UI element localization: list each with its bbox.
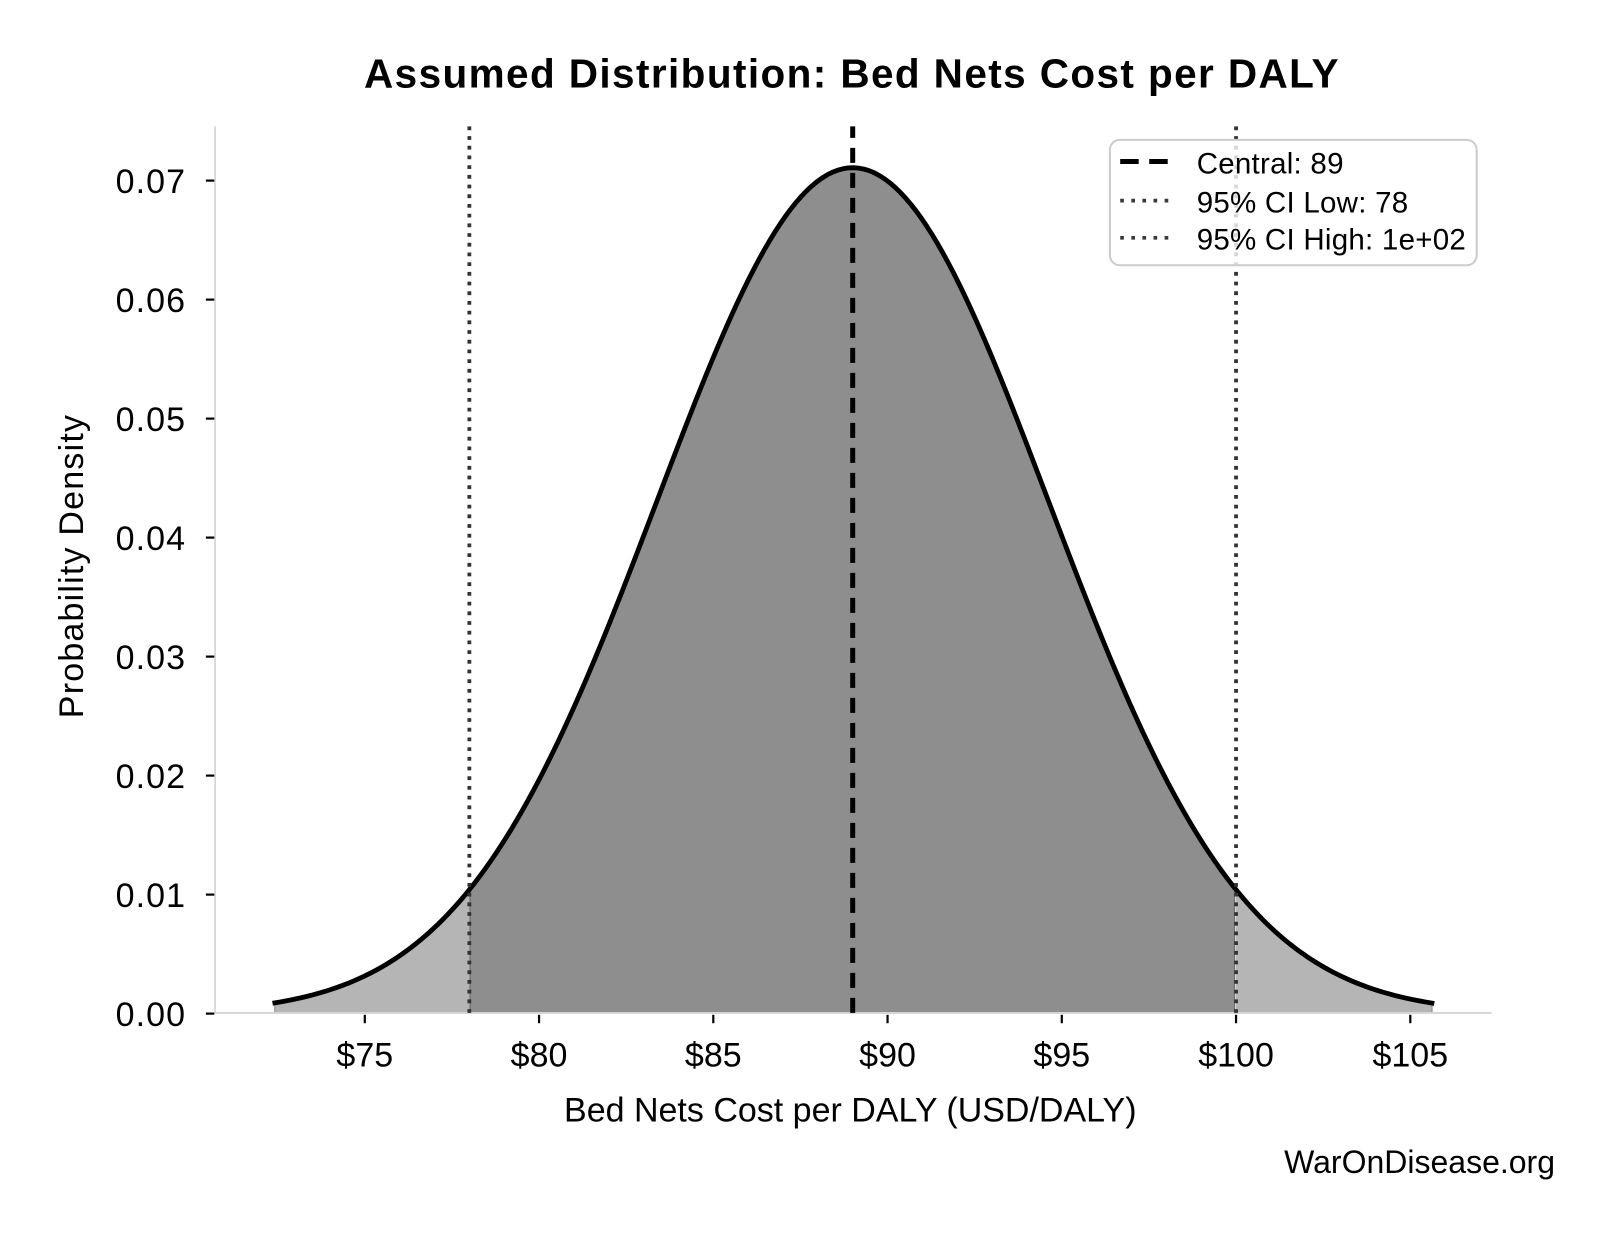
svg-text:95% CI High: 1e+02: 95% CI High: 1e+02 [1197, 224, 1466, 257]
svg-text:Probability Density: Probability Density [53, 414, 91, 718]
svg-text:0.07: 0.07 [116, 163, 187, 201]
svg-text:Central: 89: Central: 89 [1197, 148, 1344, 181]
svg-text:$95: $95 [1033, 1036, 1090, 1074]
svg-text:$85: $85 [685, 1036, 742, 1074]
svg-text:0.05: 0.05 [116, 401, 187, 439]
svg-text:$105: $105 [1372, 1036, 1448, 1074]
svg-text:0.06: 0.06 [116, 282, 187, 320]
svg-text:Assumed Distribution: Bed Nets: Assumed Distribution: Bed Nets Cost per … [364, 50, 1340, 96]
svg-text:0.02: 0.02 [116, 758, 187, 796]
svg-text:0.03: 0.03 [116, 639, 187, 677]
svg-text:$100: $100 [1198, 1036, 1274, 1074]
svg-text:$80: $80 [511, 1036, 568, 1074]
svg-text:Bed Nets Cost per DALY (USD/DA: Bed Nets Cost per DALY (USD/DALY) [564, 1092, 1137, 1130]
svg-text:$75: $75 [336, 1036, 393, 1074]
svg-text:WarOnDisease.org: WarOnDisease.org [1284, 1144, 1555, 1180]
svg-text:0.01: 0.01 [116, 877, 187, 915]
svg-text:0.04: 0.04 [116, 520, 187, 558]
svg-text:0.00: 0.00 [116, 996, 187, 1034]
svg-text:95% CI Low: 78: 95% CI Low: 78 [1197, 187, 1409, 220]
svg-text:$90: $90 [859, 1036, 916, 1074]
